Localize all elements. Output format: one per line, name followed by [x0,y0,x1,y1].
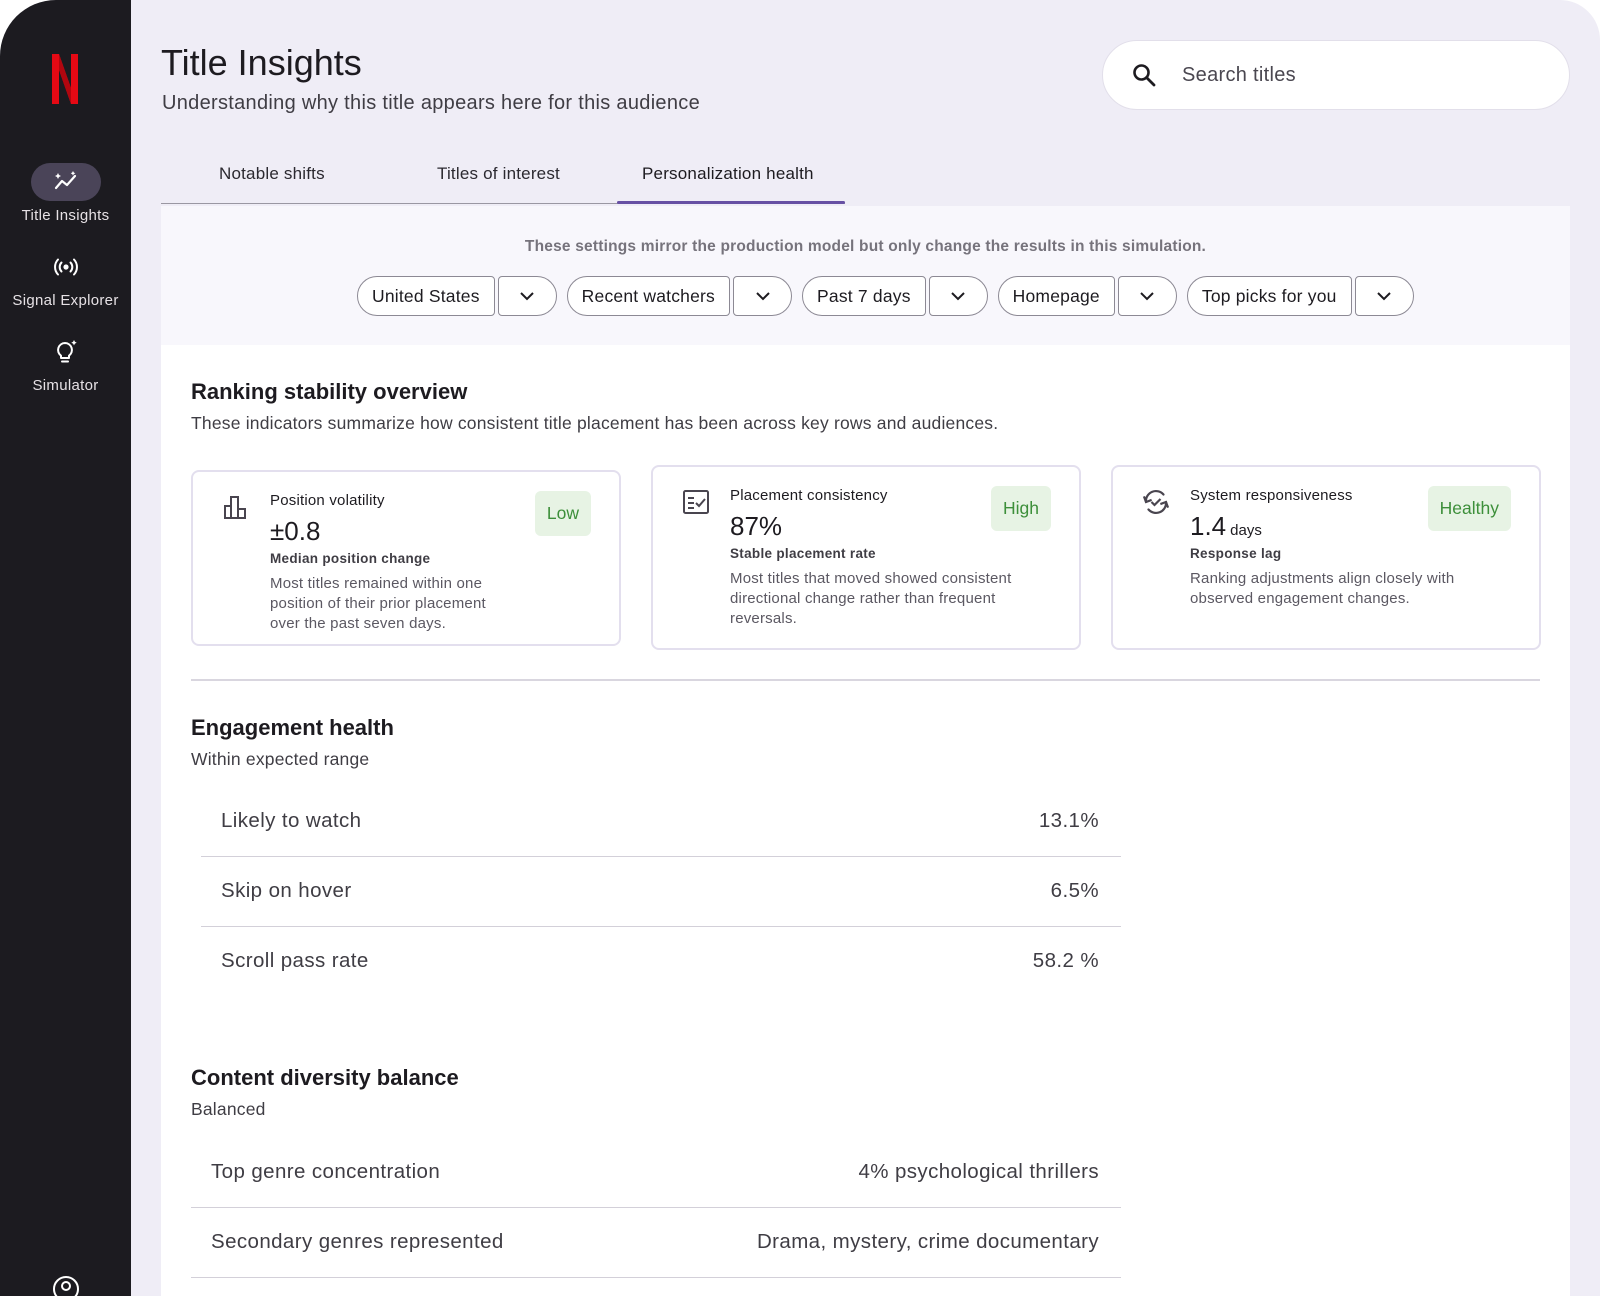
chevron-down-icon [755,292,770,301]
broadcast-icon [53,258,78,276]
page-subtitle: Understanding why this title appears her… [162,92,701,114]
search-icon [1133,64,1156,87]
tab-notable-shifts[interactable]: Notable shifts [219,164,325,183]
nav-label: Signal Explorer [12,292,119,309]
metric-caption: Stable placement rate [730,546,876,561]
chevron-down-icon [1140,292,1155,301]
filter-group: United States Recent watchers Past 7 day… [357,276,1414,316]
nav-pill [31,248,101,286]
row-value: 58.2 % [1032,949,1099,972]
lightbulb-icon [56,340,77,363]
metric-description: Most titles remained within one position… [270,575,486,632]
filter-country-value[interactable]: United States [357,276,495,316]
sidebar-item-signal-explorer[interactable]: Signal Explorer [0,248,131,309]
metric-value: ±0.8 [270,516,320,547]
metric-value: 1.4 days [1190,511,1262,542]
main-content: Ranking stability overview These indicat… [161,345,1570,1296]
search-input[interactable] [1182,63,1542,87]
metric-caption: Response lag [1190,546,1282,561]
metric-value-number: 87% [730,511,783,541]
ranking-subtitle: These indicators summarize how consisten… [191,413,999,433]
filter-page-toggle[interactable] [1117,276,1177,316]
status-badge: Low [534,491,591,536]
tab-titles-of-interest[interactable]: Titles of interest [437,164,560,183]
row-value: 4% psychological thrillers [858,1160,1099,1183]
sync-check-icon [1142,490,1170,514]
checklist-icon [683,490,709,514]
chevron-down-icon [520,292,534,301]
tabs-divider [161,203,845,204]
active-tab-indicator [617,201,845,204]
row-label: Likely to watch [221,809,362,832]
metric-name: System responsiveness [1190,487,1353,504]
filter-page-value[interactable]: Homepage [997,276,1115,316]
row-label: Scroll pass rate [221,949,369,972]
metric-value-number: ±0.8 [270,516,321,546]
table-row: Scroll pass rate 58.2 % [201,927,1121,997]
table-row: Skip on hover 6.5% [201,857,1121,927]
filter-country-toggle[interactable] [497,276,557,316]
filter-period: Past 7 days [802,276,988,316]
metric-name: Placement consistency [730,487,888,504]
filter-period-value[interactable]: Past 7 days [802,276,926,316]
status-badge: High [991,486,1051,531]
filter-audience-value[interactable]: Recent watchers [566,276,731,316]
metric-card-placement-consistency: Placement consistency 87% Stable placeme… [651,465,1081,650]
sidebar: Title Insights Signal Explorer [0,0,131,1296]
filter-audience: Recent watchers [566,276,793,316]
metric-description: Most titles that moved showed consistent… [730,570,1012,627]
nav-pill [31,333,101,371]
table-row: Likely to watch 13.1% [201,787,1121,857]
filter-page: Homepage [997,276,1177,316]
account-icon[interactable] [52,1275,80,1296]
diversity-status: Balanced [191,1099,266,1119]
filter-country: United States [357,276,557,316]
metric-description: Ranking adjustments align closely with o… [1190,570,1455,607]
row-value: Drama, mystery, crime documentary [756,1230,1099,1253]
row-label: Secondary genres represented [211,1230,504,1253]
bar-chart-icon [224,496,246,519]
filter-row-toggle[interactable] [1354,276,1414,316]
sidebar-item-title-insights[interactable]: Title Insights [0,163,131,224]
tab-bar: Notable shifts Titles of interest Person… [161,150,1570,205]
chevron-down-icon [1377,292,1391,301]
ranking-title: Ranking stability overview [191,379,468,404]
settings-note: These settings mirror the production mod… [524,238,1207,255]
filter-period-toggle[interactable] [928,276,988,316]
page-title: Title Insights [161,42,362,83]
diversity-title: Content diversity balance [191,1065,459,1090]
row-value: 13.1% [1038,809,1099,832]
metric-caption: Median position change [270,551,431,566]
metric-card-position-volatility: Position volatility ±0.8 Median position… [191,470,621,646]
section-divider [191,679,1540,681]
row-label: Top genre concentration [211,1160,441,1183]
settings-strip: These settings mirror the production mod… [161,206,1570,345]
filter-row-value[interactable]: Top picks for you [1186,276,1352,316]
metric-card-system-responsiveness: System responsiveness 1.4 days Response l… [1111,465,1541,650]
engagement-status: Within expected range [191,749,370,769]
metric-unit: days [1230,522,1262,539]
engagement-title: Engagement health [191,715,394,740]
search-bar[interactable] [1102,40,1570,110]
filter-audience-toggle[interactable] [733,276,793,316]
table-row: Top genre concentration 4% psychological… [191,1138,1121,1208]
sidebar-item-simulator[interactable]: Simulator [0,333,131,394]
metric-value: 87% [730,511,782,542]
netflix-logo[interactable] [50,54,80,104]
row-label: Skip on hover [221,879,352,902]
metric-value-number: 1.4 [1190,511,1227,541]
nav-label: Title Insights [21,207,110,224]
chevron-down-icon [951,292,965,301]
metric-name: Position volatility [270,492,385,509]
row-value: 6.5% [1050,879,1099,902]
nav-pill [30,163,101,201]
status-badge: Healthy [1427,486,1511,531]
tab-personalization-health[interactable]: Personalization health [642,164,814,183]
sparkline-icon [54,171,76,190]
nav-label: Simulator [32,377,99,394]
filter-row: Top picks for you [1186,276,1414,316]
table-row: Secondary genres represented Drama, myst… [191,1208,1121,1278]
